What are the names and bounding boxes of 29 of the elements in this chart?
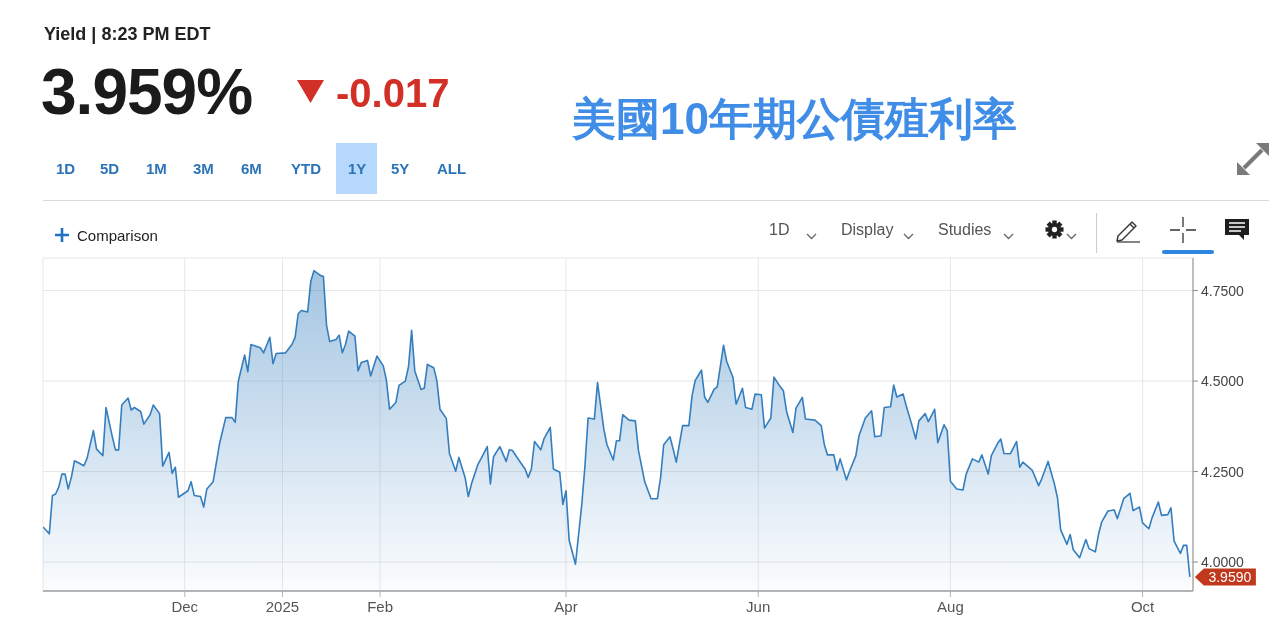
x-tick-label: Aug xyxy=(937,597,964,615)
x-tick-label: Jun xyxy=(746,597,771,615)
x-tick-label: 2025 xyxy=(265,597,300,615)
text: 1Y xyxy=(348,160,367,177)
x-tick-label: Feb xyxy=(367,597,394,615)
x-tick-label: Dec xyxy=(171,597,199,615)
text: 1M xyxy=(146,160,167,177)
text: 1D xyxy=(56,160,76,177)
x-tick-label: Oct xyxy=(1130,597,1156,615)
y-tick-label: 4.0000 xyxy=(1201,554,1245,571)
text: 5D xyxy=(100,160,120,177)
text: YTD xyxy=(291,160,321,177)
text: Comparison xyxy=(77,227,158,244)
x-tick-label: Apr xyxy=(554,597,578,615)
text: 3M xyxy=(193,160,214,177)
text: -0.017 xyxy=(336,71,450,115)
text: Display xyxy=(841,221,894,238)
chart-subtitle: Yield | 8:23 PM EDT xyxy=(44,24,211,44)
text: 3.959% xyxy=(41,56,253,128)
text: 6M xyxy=(241,160,262,177)
text: Studies xyxy=(938,221,992,238)
text: 5Y xyxy=(391,160,410,177)
y-tick-label: 4.5000 xyxy=(1201,373,1245,390)
chart-title: 美國10年期公債殖利率 xyxy=(572,94,1017,143)
text: 1D xyxy=(769,221,790,238)
text: ALL xyxy=(437,160,467,177)
y-tick-label: 4.2500 xyxy=(1201,463,1245,480)
annotation: 3.9590 xyxy=(1208,568,1252,585)
y-tick-label: 4.7500 xyxy=(1201,282,1245,299)
